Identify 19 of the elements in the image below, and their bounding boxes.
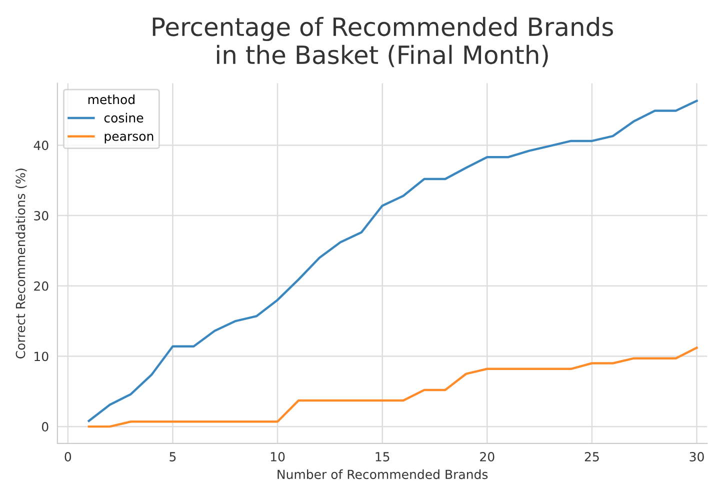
y-tick-label: 40 (34, 140, 48, 150)
x-tick-label: 0 (64, 452, 72, 462)
x-tick-label: 20 (480, 452, 494, 462)
legend-label: pearson (104, 134, 154, 144)
legend-title: method (88, 94, 134, 104)
x-tick-label: 30 (690, 452, 704, 462)
legend-label: cosine (104, 112, 144, 123)
chart-title: Percentage of Recommended Brands in the Basket (Final Month) (152, 16, 613, 68)
y-tick-label: 10 (34, 352, 48, 362)
x-tick-label: 25 (584, 452, 599, 462)
x-axis-title: Number of Recommended Brands (278, 469, 488, 480)
y-axis-title: Correct Recommendations (%) (16, 168, 27, 358)
x-tick-label: 15 (376, 452, 390, 462)
y-tick-label: 0 (42, 422, 48, 432)
x-tick-label: 5 (170, 452, 176, 462)
y-tick-label: 30 (34, 211, 48, 220)
line-series (88, 346, 698, 428)
x-tick-label: 10 (270, 452, 285, 462)
y-tick-label: 20 (34, 281, 48, 291)
